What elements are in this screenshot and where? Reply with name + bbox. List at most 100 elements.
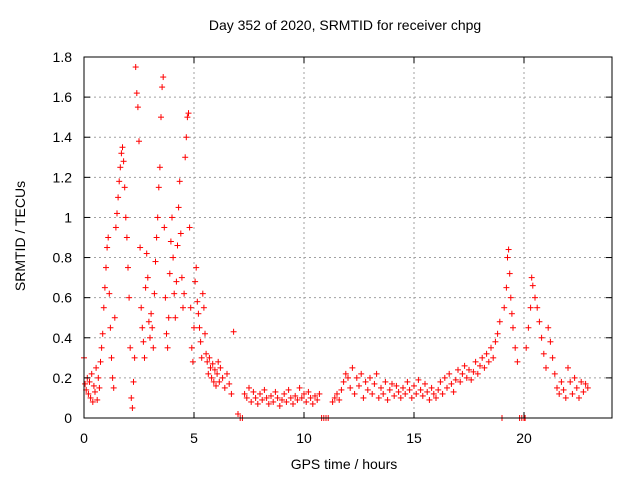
data-point <box>123 234 130 241</box>
data-point <box>132 64 139 71</box>
data-point <box>380 390 387 397</box>
data-point <box>110 384 117 391</box>
data-point <box>172 314 179 321</box>
data-point <box>89 398 96 405</box>
data-point <box>153 234 160 241</box>
data-point <box>523 344 530 351</box>
data-point <box>213 382 219 389</box>
data-point <box>565 364 571 371</box>
data-point <box>358 370 365 377</box>
data-point <box>109 374 116 381</box>
data-point <box>183 134 190 141</box>
data-point <box>235 410 241 417</box>
data-point <box>170 254 177 261</box>
data-point <box>126 294 133 301</box>
data-point <box>373 370 380 377</box>
data-point <box>514 358 521 365</box>
data-point <box>272 388 279 395</box>
data-point <box>547 338 554 345</box>
data-point <box>200 304 207 311</box>
data-point <box>382 378 389 385</box>
data-point <box>268 392 274 399</box>
data-point <box>217 364 224 371</box>
data-point <box>540 350 547 357</box>
data-point <box>481 364 488 371</box>
data-point <box>441 374 448 381</box>
data-point <box>88 370 95 377</box>
data-point <box>115 194 122 201</box>
data-point <box>345 374 351 381</box>
data-point <box>105 234 112 241</box>
data-point <box>349 364 356 371</box>
data-point <box>569 390 576 397</box>
data-point <box>506 270 513 277</box>
data-point <box>106 290 113 297</box>
data-point <box>360 394 367 401</box>
data-point <box>169 214 175 221</box>
data-point <box>536 318 543 325</box>
data-point <box>316 390 323 397</box>
data-point <box>191 324 197 331</box>
x-tick-label: 5 <box>190 430 198 446</box>
chart-title: Day 352 of 2020, SRMTID for receiver chp… <box>208 17 482 33</box>
data-point <box>196 324 203 331</box>
data-point <box>243 394 250 401</box>
data-point <box>164 344 171 351</box>
data-point <box>178 274 185 281</box>
data-point <box>338 386 345 393</box>
data-point <box>428 384 435 391</box>
y-tick-label: 1.2 <box>53 169 73 185</box>
data-point <box>250 388 257 395</box>
data-point <box>507 294 514 301</box>
y-tick-label: 1 <box>64 209 72 225</box>
data-point <box>371 380 378 387</box>
data-point <box>219 374 226 381</box>
data-point <box>470 368 477 375</box>
data-point <box>386 386 393 393</box>
data-point <box>136 138 142 145</box>
data-point <box>209 360 216 367</box>
data-point <box>459 370 466 377</box>
data-point <box>455 366 461 373</box>
data-point <box>483 350 490 357</box>
data-point <box>314 396 321 403</box>
data-point <box>294 396 301 403</box>
data-point <box>492 338 499 345</box>
data-point <box>197 338 204 345</box>
data-point <box>433 394 439 401</box>
x-axis-label: GPS time / hours <box>290 456 398 472</box>
data-point <box>90 382 97 389</box>
data-point <box>496 318 503 325</box>
data-point <box>369 390 376 397</box>
data-point <box>151 290 158 297</box>
data-point <box>571 374 578 381</box>
x-tick-label: 20 <box>516 430 532 446</box>
data-point <box>140 338 147 345</box>
data-point <box>411 382 417 389</box>
y-tick-label: 0.6 <box>53 290 73 306</box>
data-point <box>329 398 336 405</box>
data-point <box>406 386 413 393</box>
plot-frame <box>83 56 613 419</box>
data-point <box>582 380 589 387</box>
data-point <box>362 378 369 385</box>
data-point <box>466 366 472 373</box>
data-point <box>204 358 211 365</box>
data-point <box>560 386 567 393</box>
data-point <box>367 374 373 381</box>
data-point <box>175 204 182 211</box>
data-point <box>142 284 149 291</box>
data-point <box>532 294 538 301</box>
data-point <box>202 330 208 337</box>
data-point <box>334 390 340 397</box>
data-point <box>158 114 164 121</box>
data-point <box>461 362 468 369</box>
data-point <box>159 84 166 91</box>
data-point <box>216 378 223 385</box>
data-point <box>296 384 303 391</box>
data-point <box>395 388 402 395</box>
data-point <box>263 394 270 401</box>
y-tick-label: 0.4 <box>53 330 73 346</box>
data-point <box>292 392 299 399</box>
data-point <box>108 354 115 361</box>
